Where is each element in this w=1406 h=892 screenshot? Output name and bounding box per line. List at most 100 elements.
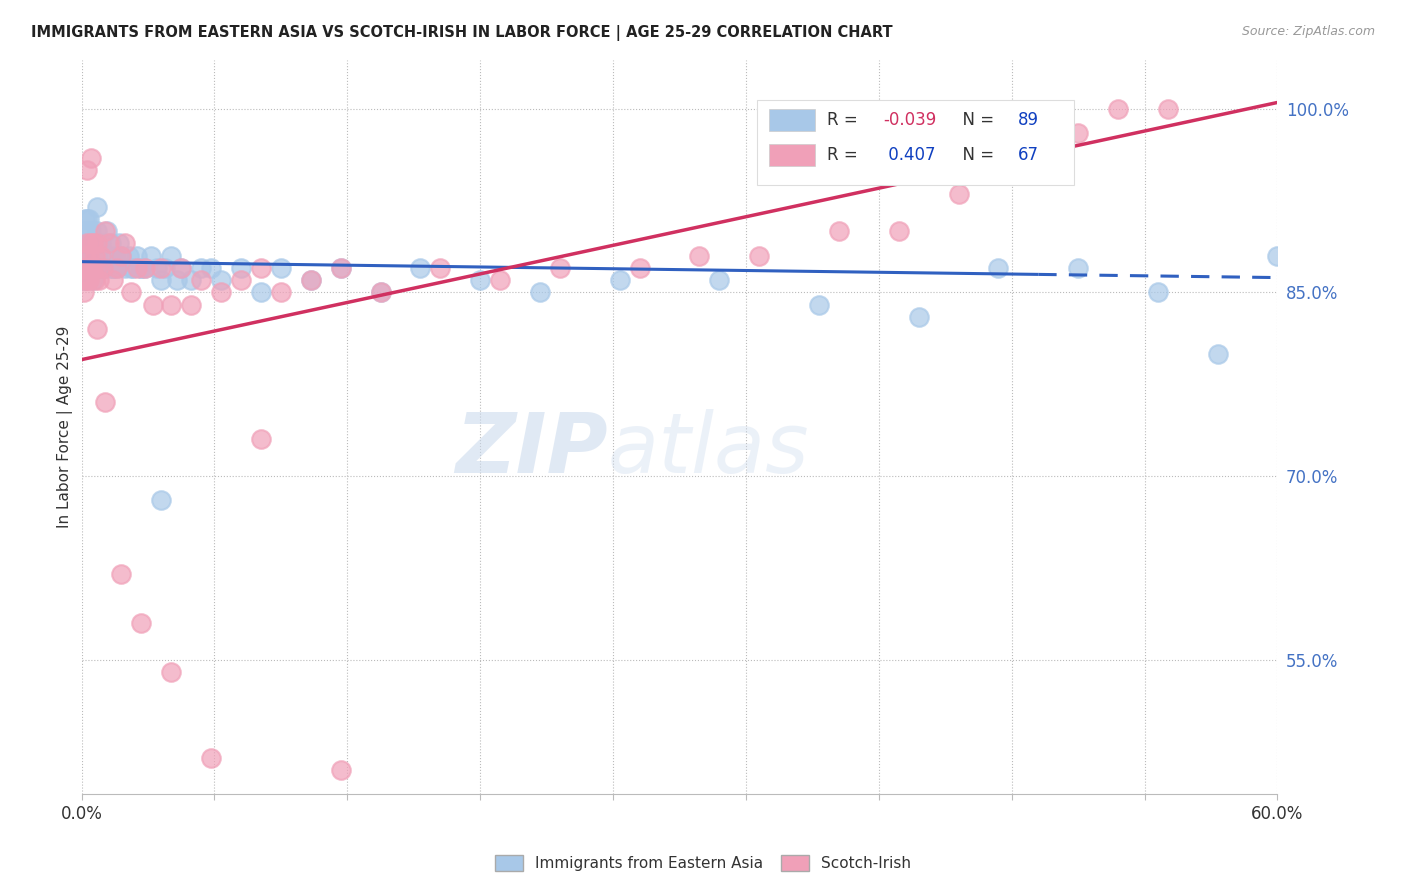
Point (84, 260, 107, 275)
Text: R =: R = (827, 111, 863, 128)
Point (150, 260, 173, 275)
Point (76, 236, 98, 251)
Point (103, 273, 125, 287)
Point (72, 285, 94, 300)
Point (79, 260, 101, 275)
Text: ZIP: ZIP (456, 409, 607, 490)
Point (72, 224, 94, 238)
Point (166, 273, 188, 287)
Point (987, 260, 1010, 275)
Point (131, 260, 153, 275)
Text: -0.039: -0.039 (883, 111, 936, 128)
Point (131, 260, 153, 275)
Point (409, 260, 432, 275)
Point (110, 248, 132, 262)
Point (86, 260, 108, 275)
Point (96, 224, 118, 238)
Point (229, 260, 252, 275)
Point (170, 260, 193, 275)
Point (94, 260, 117, 275)
Point (75, 236, 97, 251)
Point (98, 248, 121, 262)
Point (180, 273, 202, 287)
Point (370, 285, 392, 300)
Point (122, 260, 145, 275)
Point (134, 260, 156, 275)
Point (170, 260, 193, 275)
Point (887, 224, 910, 238)
Text: N =: N = (952, 111, 1000, 128)
Point (134, 260, 156, 275)
Point (131, 615, 153, 630)
Point (86, 236, 108, 251)
Point (84, 248, 107, 262)
Point (146, 260, 169, 275)
Point (79, 224, 101, 238)
Point (86, 224, 108, 238)
Point (150, 273, 173, 287)
Point (86, 260, 108, 275)
Point (82, 273, 104, 287)
Point (548, 260, 571, 275)
Point (1267, 248, 1289, 262)
Point (75, 260, 97, 275)
Point (1007, 151, 1029, 165)
Point (1147, 285, 1170, 300)
Point (127, 260, 149, 275)
Point (429, 260, 451, 275)
Point (76, 260, 98, 275)
Text: R =: R = (827, 146, 863, 164)
Point (120, 285, 142, 300)
Point (90, 236, 112, 251)
Point (160, 248, 183, 262)
Point (76, 260, 98, 275)
Point (1067, 126, 1090, 140)
Point (329, 763, 352, 777)
Point (329, 260, 352, 275)
Point (84, 273, 107, 287)
Point (79, 211, 101, 226)
Point (80, 260, 103, 275)
Point (72, 273, 94, 287)
Point (82, 260, 104, 275)
Point (628, 260, 651, 275)
Point (76, 236, 98, 251)
Point (105, 260, 128, 275)
Point (808, 297, 831, 311)
Point (907, 310, 929, 324)
Point (75, 248, 97, 262)
Point (89, 236, 111, 251)
Point (82, 260, 104, 275)
Point (80, 236, 103, 251)
Point (190, 273, 212, 287)
Bar (758, 100, 1074, 185)
Point (209, 273, 232, 287)
Point (1206, 346, 1229, 360)
Point (748, 248, 770, 262)
Point (229, 273, 252, 287)
Point (79, 273, 101, 287)
Point (76, 211, 98, 226)
Point (80, 151, 103, 165)
Point (79, 260, 101, 275)
Point (270, 285, 292, 300)
Point (828, 224, 851, 238)
Point (190, 260, 212, 275)
Point (75, 260, 97, 275)
Text: atlas: atlas (607, 409, 810, 490)
Point (127, 248, 149, 262)
Point (104, 248, 127, 262)
Point (76, 260, 98, 275)
Point (76, 236, 98, 251)
Point (80, 236, 103, 251)
Point (110, 566, 132, 581)
Point (110, 248, 132, 262)
Point (72, 260, 94, 275)
Point (329, 260, 352, 275)
Point (114, 260, 136, 275)
Point (75, 273, 97, 287)
Point (141, 248, 163, 262)
Point (200, 750, 222, 764)
Bar (769, 109, 814, 131)
Point (114, 236, 136, 251)
